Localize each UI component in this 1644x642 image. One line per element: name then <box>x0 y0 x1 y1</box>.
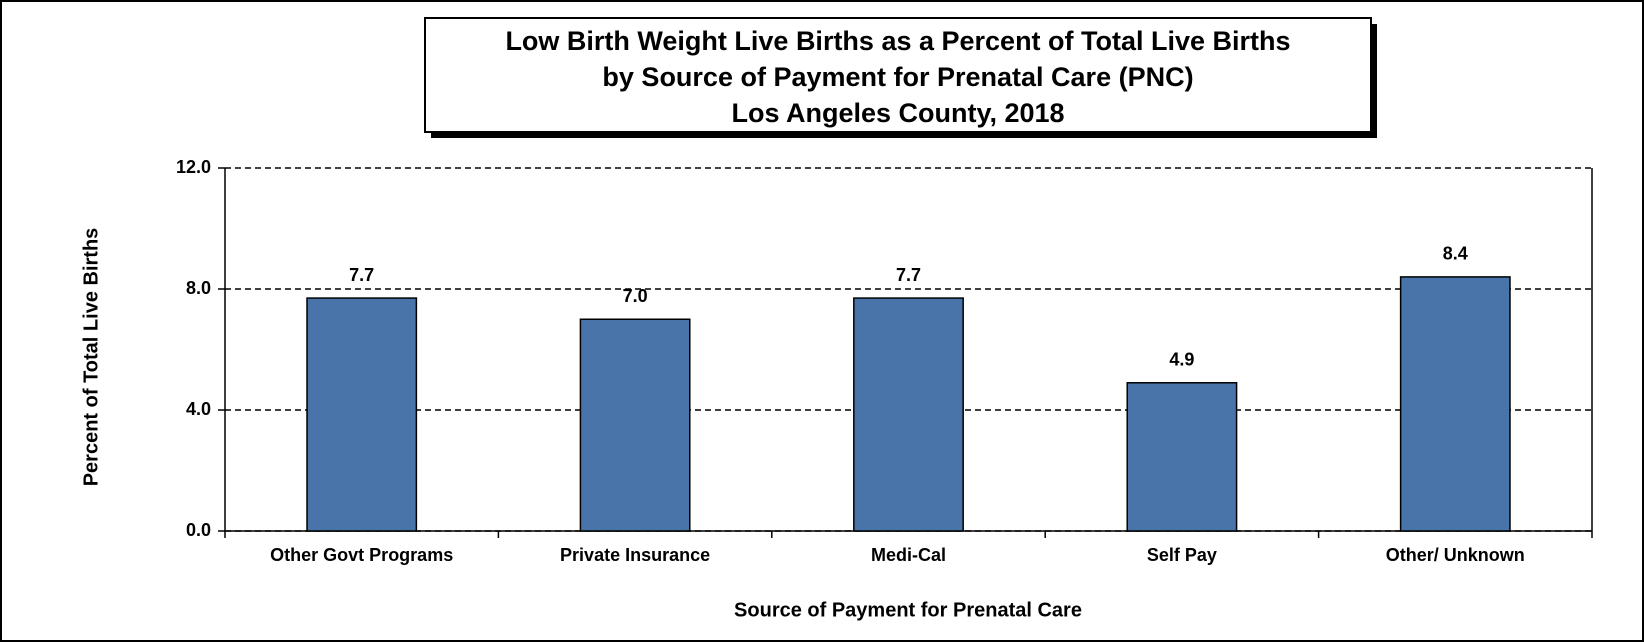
x-tick-label: Self Pay <box>1147 545 1217 565</box>
x-tick-label: Private Insurance <box>560 545 710 565</box>
y-tick-label: 0.0 <box>186 520 211 540</box>
data-label: 7.0 <box>623 286 648 306</box>
data-label: 4.9 <box>1169 350 1194 370</box>
data-label: 7.7 <box>896 265 921 285</box>
y-tick-label: 8.0 <box>186 278 211 298</box>
data-label: 8.4 <box>1443 244 1468 264</box>
y-axis-title: Percent of Total Live Births <box>80 228 102 487</box>
chart-title: Low Birth Weight Live Births as a Percen… <box>505 26 1290 56</box>
title-box <box>424 17 1372 133</box>
y-tick-label: 4.0 <box>186 399 211 419</box>
x-tick-label: Medi-Cal <box>871 545 946 565</box>
bar <box>579 318 691 532</box>
chart-title: Los Angeles County, 2018 <box>731 98 1064 128</box>
x-axis-title: Source of Payment for Prenatal Care <box>734 599 1082 621</box>
bar <box>1399 276 1511 532</box>
x-tick-label: Other/ Unknown <box>1386 545 1525 565</box>
data-label: 7.7 <box>349 265 374 285</box>
bar <box>306 297 418 532</box>
chart-title: by Source of Payment for Prenatal Care (… <box>602 62 1193 92</box>
bar <box>1126 382 1238 532</box>
y-tick-label: 12.0 <box>176 157 211 177</box>
x-tick-label: Other Govt Programs <box>270 545 453 565</box>
bar <box>853 297 964 532</box>
